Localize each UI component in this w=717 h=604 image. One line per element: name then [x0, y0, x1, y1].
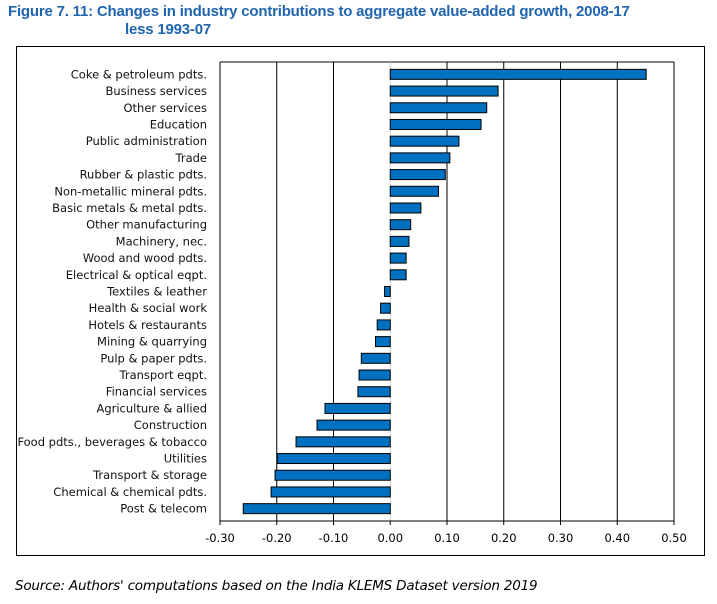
- category-label: Chemical & chemical pdts.: [53, 485, 207, 499]
- bar: [389, 252, 407, 264]
- bar: [389, 185, 439, 197]
- category-label: Construction: [134, 418, 207, 432]
- figure-title-line1: Figure 7. 11: Changes in industry contri…: [8, 3, 630, 20]
- bar: [389, 269, 407, 281]
- x-tick-label: -0.30: [205, 531, 235, 545]
- category-labels: Coke & petroleum pdts. Business services O…: [17, 67, 207, 515]
- category-label: Agriculture & allied: [96, 401, 207, 415]
- category-label: Non-metallic mineral pdts.: [54, 184, 207, 198]
- bar: [389, 135, 460, 147]
- category-label: Mining & quarrying: [97, 335, 207, 349]
- category-label: Business services: [105, 84, 207, 98]
- category-label: Hotels & restaurants: [88, 318, 207, 332]
- bar: [389, 152, 451, 164]
- bar: [360, 352, 391, 364]
- x-axis: [219, 520, 675, 525]
- category-label: Rubber & plastic pdts.: [80, 168, 207, 182]
- bar: [389, 68, 647, 80]
- figure-title-line2: less 1993-07: [125, 21, 212, 38]
- category-label: Coke & petroleum pdts.: [71, 67, 207, 81]
- bar: [389, 202, 422, 214]
- category-label: Public administration: [86, 134, 207, 148]
- category-label: Education: [150, 117, 207, 131]
- bar: [358, 369, 391, 381]
- x-tick-label: 0.10: [434, 531, 460, 545]
- category-label: Post & telecom: [120, 502, 207, 516]
- bar: [380, 302, 391, 314]
- category-label: Utilities: [164, 452, 207, 466]
- x-tick-label: 0.00: [377, 531, 403, 545]
- x-tick-label: -0.20: [262, 531, 292, 545]
- x-tick-label: 0.40: [604, 531, 630, 545]
- bar: [374, 336, 391, 348]
- bar: [389, 235, 410, 247]
- category-label: Textiles & leather: [106, 285, 207, 299]
- category-label: Basic metals & metal pdts.: [52, 201, 207, 215]
- bar: [270, 486, 391, 498]
- category-label: Electrical & optical eqpt.: [66, 268, 207, 282]
- category-label: Other manufacturing: [86, 218, 207, 232]
- gridlines: [219, 61, 675, 521]
- bar: [389, 85, 499, 97]
- bar: [295, 436, 391, 448]
- category-label: Food pdts., beverages & tobacco: [17, 435, 207, 449]
- category-label: Trade: [175, 151, 208, 165]
- bar: [384, 286, 391, 297]
- bar: [389, 118, 482, 130]
- x-tick-label: 0.50: [661, 531, 687, 545]
- bar: [324, 402, 391, 414]
- bar: [376, 319, 391, 331]
- category-label: Other services: [124, 101, 208, 115]
- bar: [389, 102, 488, 114]
- category-label: Health & social work: [89, 301, 208, 315]
- bar: [316, 419, 391, 431]
- figure-title: Figure 7. 11: Changes in industry contri…: [8, 3, 713, 39]
- category-label: Financial services: [106, 385, 207, 399]
- category-label: Pulp & paper pdts.: [100, 351, 207, 365]
- bars: [242, 68, 647, 515]
- category-label: Machinery, nec.: [116, 234, 207, 248]
- x-tick-label: 0.20: [491, 531, 517, 545]
- source-note: Source: Authors' computations based on t…: [15, 578, 538, 594]
- bar: [389, 169, 446, 181]
- x-tick-labels: -0.30 -0.20 -0.10 0.00 0.10 0.20 0.30 0.40 0.50: [205, 531, 687, 545]
- bar: [389, 219, 412, 231]
- bar: [276, 453, 391, 465]
- chart-frame: [16, 46, 705, 556]
- category-label: Transport & storage: [92, 468, 207, 482]
- bar: [242, 503, 391, 515]
- category-label: Transport eqpt.: [119, 368, 207, 382]
- bar: [274, 469, 391, 481]
- category-label: Wood and wood pdts.: [83, 251, 207, 265]
- x-tick-label: -0.10: [319, 531, 349, 545]
- bar: [357, 386, 391, 398]
- x-tick-label: 0.30: [548, 531, 574, 545]
